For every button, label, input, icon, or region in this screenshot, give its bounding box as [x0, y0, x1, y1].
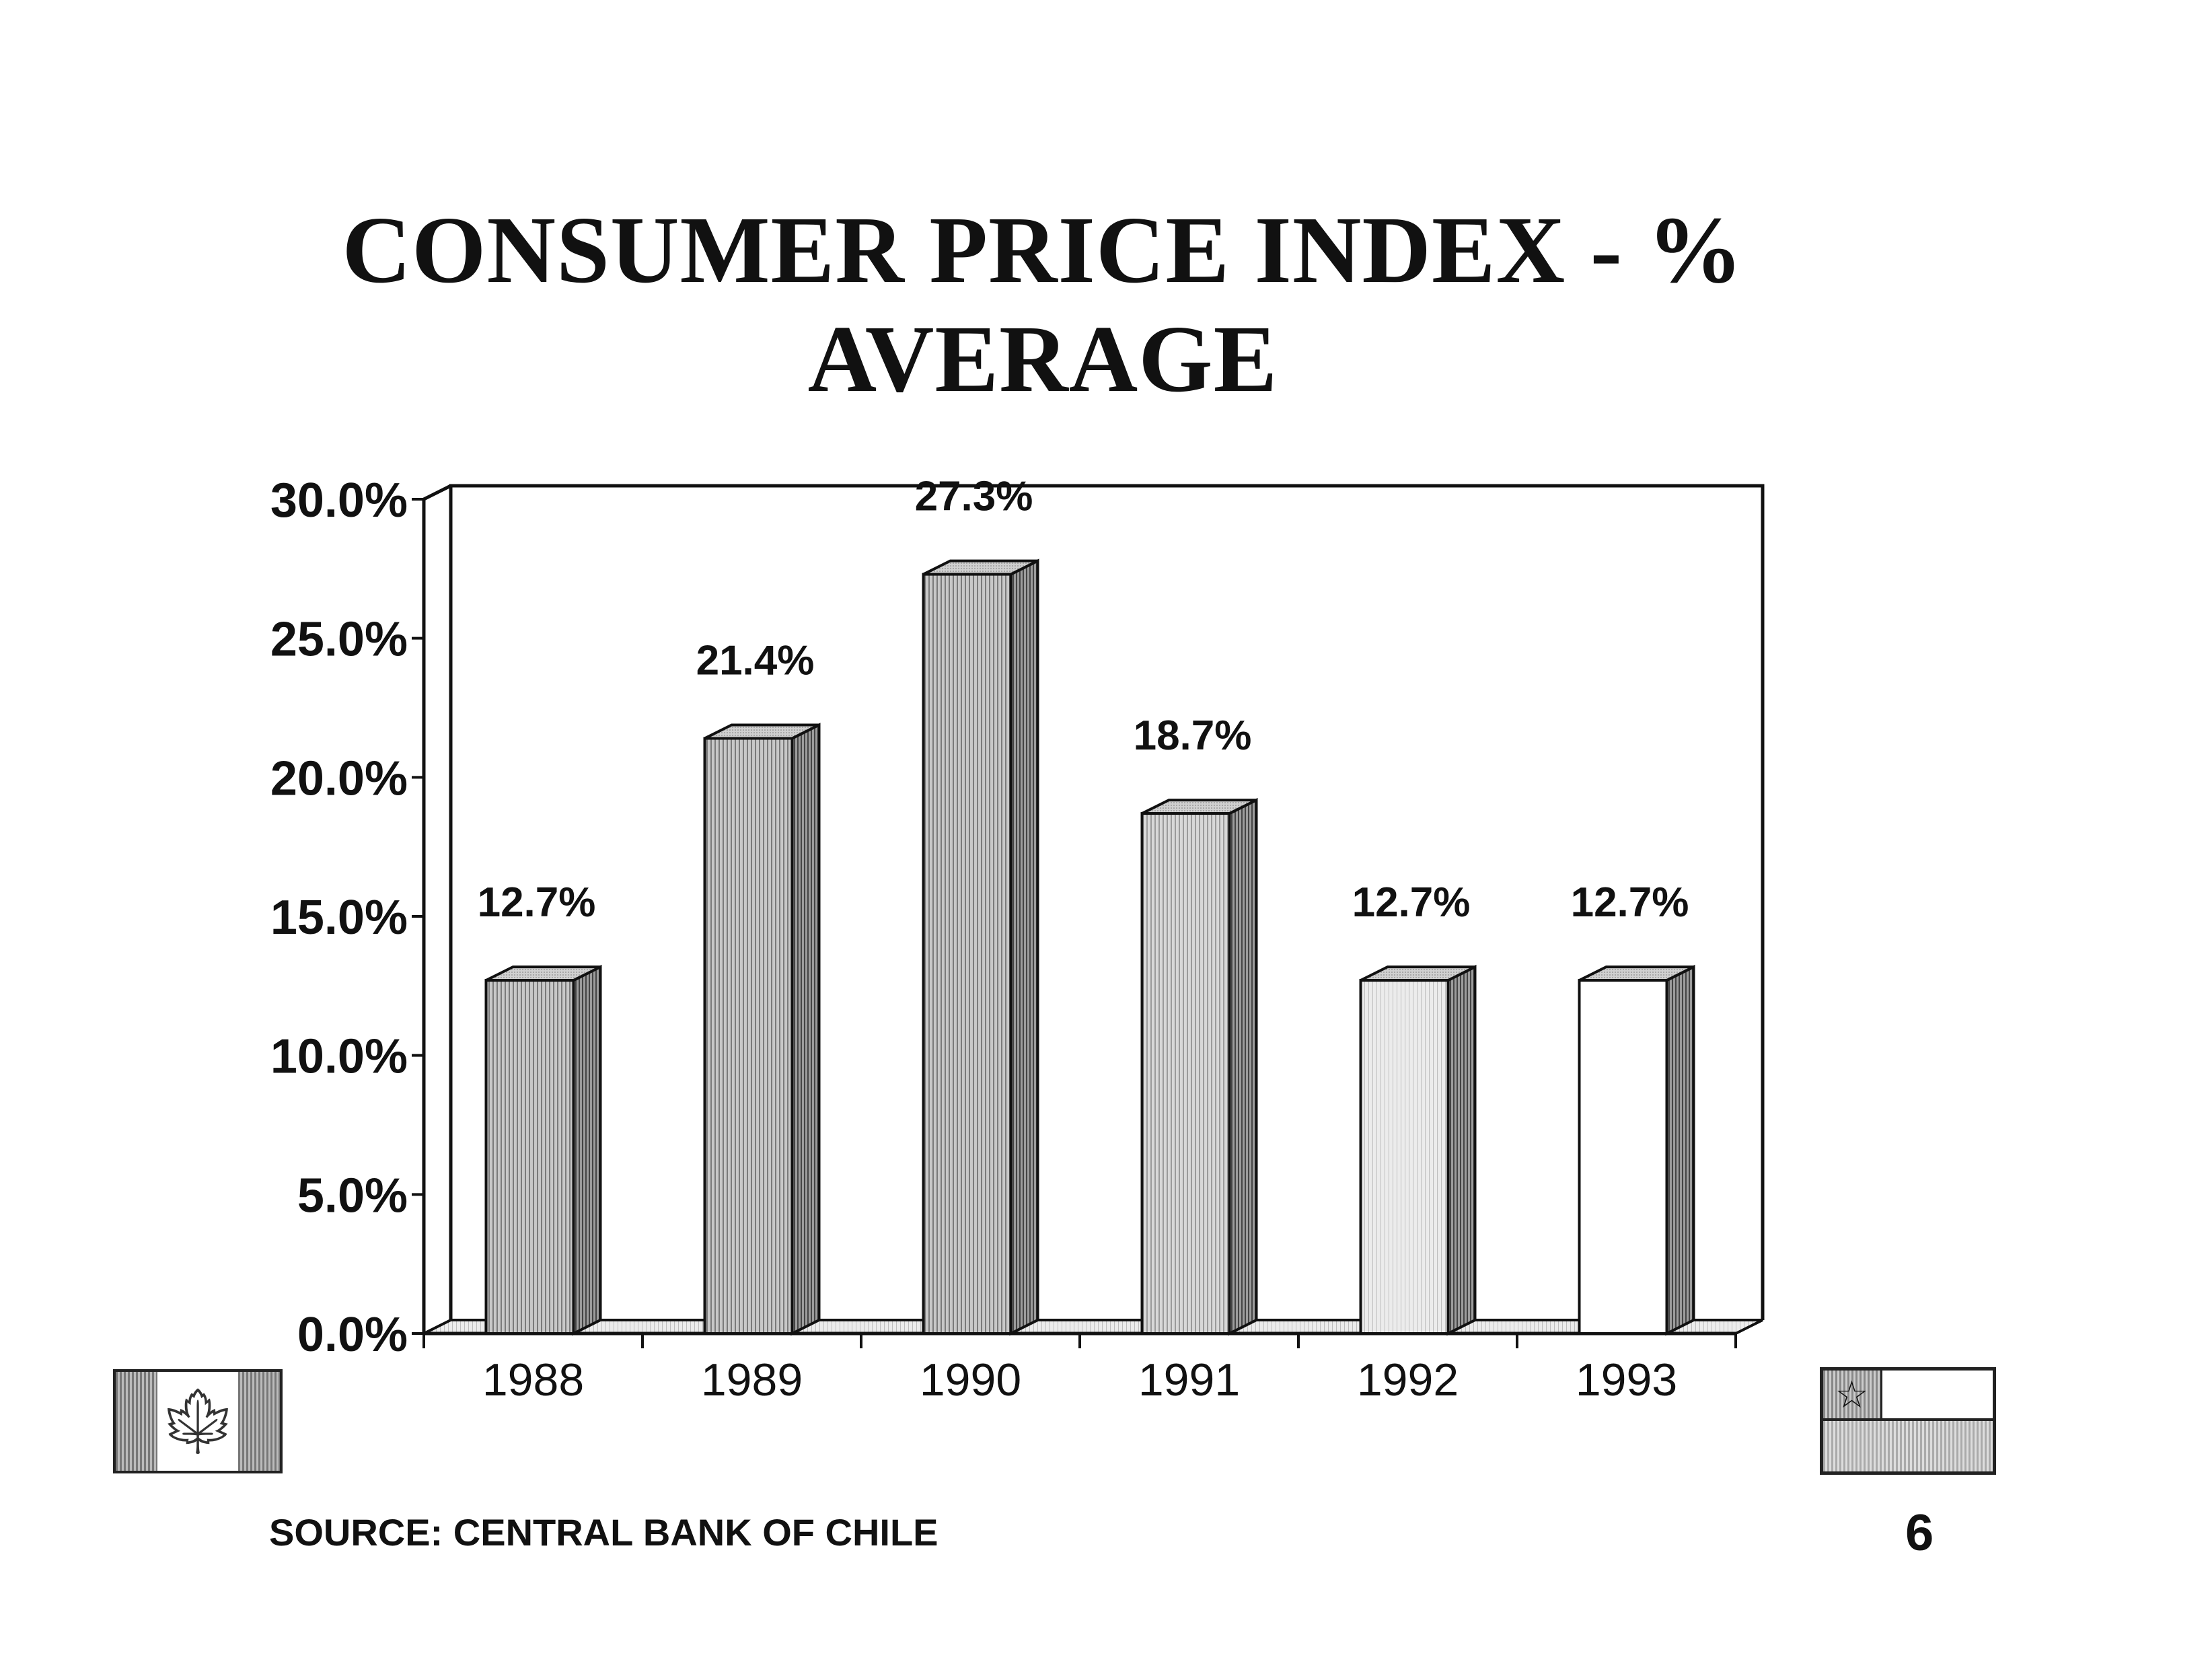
data-label: 12.7% [1571, 879, 1689, 926]
x-tick-label: 1990 [920, 1354, 1021, 1405]
plot-frame [422, 484, 1765, 1336]
bar [1359, 964, 1477, 1336]
chile-flag-icon: ☆ [1820, 1367, 1996, 1475]
chart-title-line-1: CONSUMER PRICE INDEX - % [342, 196, 1744, 303]
bar-side [790, 723, 821, 1336]
x-axis: 1988 1989 1990 1991 1992 1993 [422, 1334, 1737, 1405]
bar [703, 723, 821, 1336]
y-axis: 0.0% 5.0% 10.0% 15.0% 20.0% 25.0% 30.0% [270, 474, 424, 1362]
star-icon: ☆ [1823, 1371, 1882, 1418]
bar-series [484, 558, 1695, 1336]
data-label: 12.7% [1352, 879, 1471, 926]
data-labels: 12.7% 21.4% 27.3% 18.7% 12.7% 12.7% [478, 474, 1689, 926]
x-tick-label: 1993 [1576, 1354, 1677, 1405]
source-note: SOURCE: CENTRAL BANK OF CHILE [269, 1511, 939, 1554]
bar-front [922, 573, 1013, 1335]
bar-front [1578, 979, 1668, 1335]
y-axis-top-edge [422, 484, 452, 501]
y-tick-label: 20.0% [270, 752, 408, 805]
x-tick-label: 1988 [482, 1354, 584, 1405]
y-tick-label: 5.0% [297, 1169, 408, 1222]
floor [423, 1319, 1763, 1335]
data-label: 18.7% [1134, 713, 1252, 759]
page-number: 6 [1905, 1504, 1934, 1562]
bar-front [1359, 979, 1450, 1335]
bar-front [1140, 812, 1231, 1335]
bar-side [1446, 964, 1477, 1336]
chart-title-line-2: AVERAGE [807, 305, 1278, 412]
y-tick-label: 10.0% [270, 1030, 408, 1084]
data-label: 12.7% [478, 879, 596, 926]
bar-side [1228, 797, 1258, 1336]
bar-front [484, 979, 575, 1335]
canada-flag-icon: 🍁︎ [113, 1369, 283, 1473]
y-tick-label: 0.0% [297, 1308, 408, 1362]
x-tick-label: 1992 [1357, 1354, 1459, 1405]
data-label: 21.4% [696, 637, 815, 684]
bar-side [572, 964, 602, 1336]
data-label: 27.3% [915, 474, 1033, 520]
y-tick-label: 25.0% [270, 613, 408, 667]
maple-leaf-icon: 🍁︎ [157, 1385, 239, 1457]
bar-front [703, 737, 794, 1335]
bar [1578, 964, 1695, 1336]
chart-title: CONSUMER PRICE INDEX - % AVERAGE [0, 195, 2086, 413]
back-wall [449, 484, 1765, 1320]
x-tick-label: 1989 [701, 1354, 803, 1405]
bar-side [1665, 964, 1695, 1336]
x-tick-label: 1991 [1138, 1354, 1240, 1405]
bar-side [1009, 558, 1039, 1336]
bar [1140, 797, 1258, 1336]
y-tick-label: 30.0% [270, 474, 408, 527]
y-tick-label: 15.0% [270, 891, 408, 945]
bar [922, 558, 1039, 1336]
bar [484, 964, 602, 1336]
